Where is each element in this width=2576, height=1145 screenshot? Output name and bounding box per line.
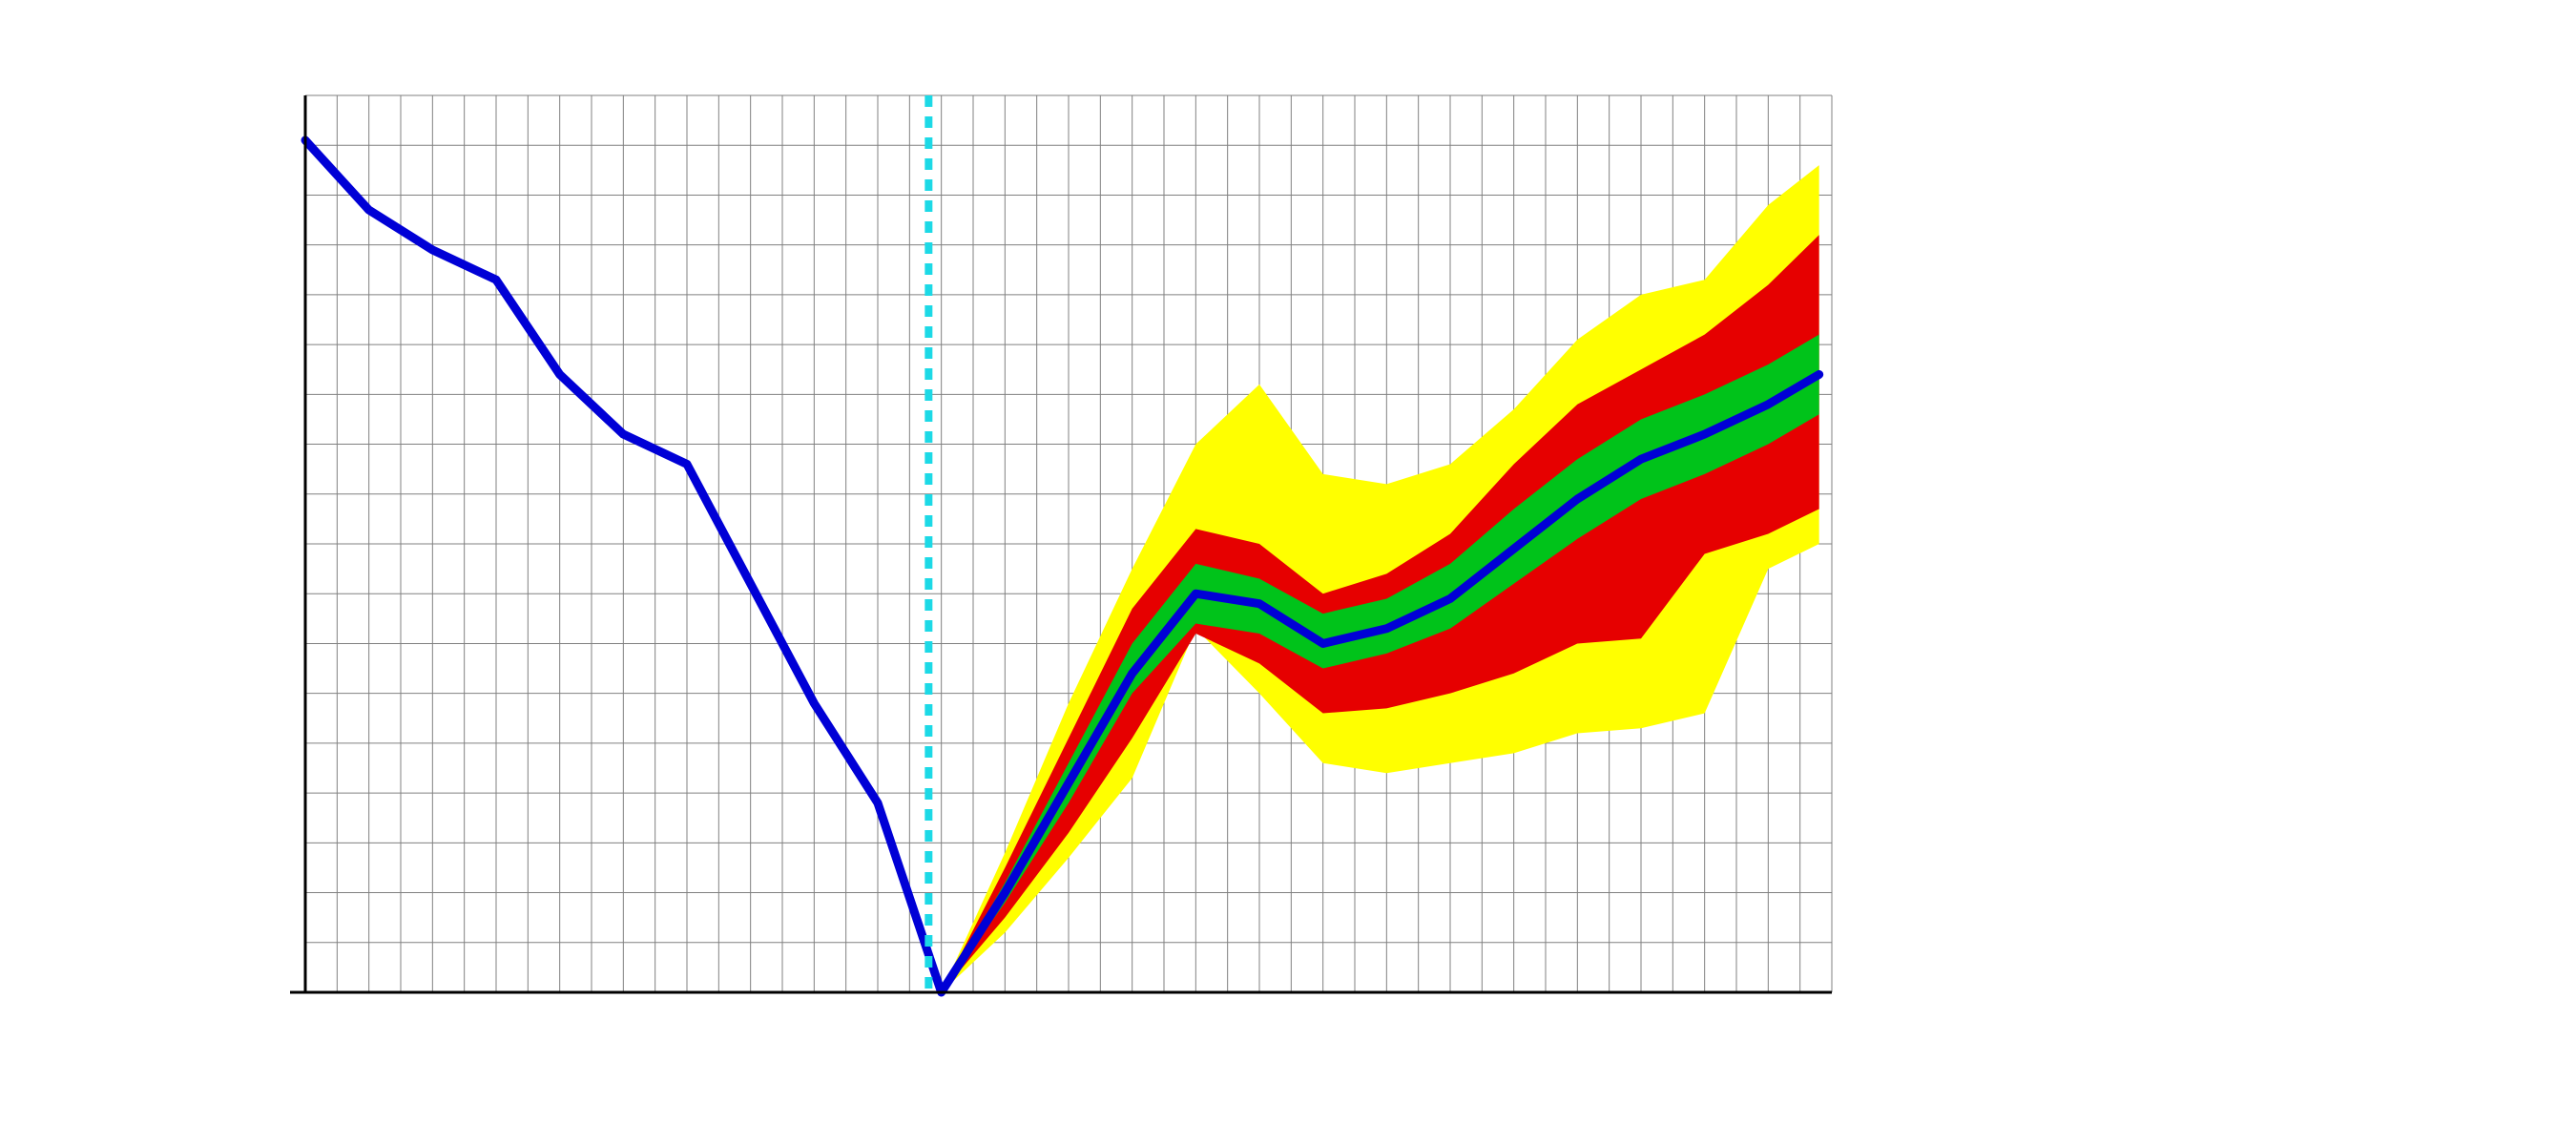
chart-svg (0, 0, 2576, 1145)
chart-container (0, 0, 2576, 1145)
